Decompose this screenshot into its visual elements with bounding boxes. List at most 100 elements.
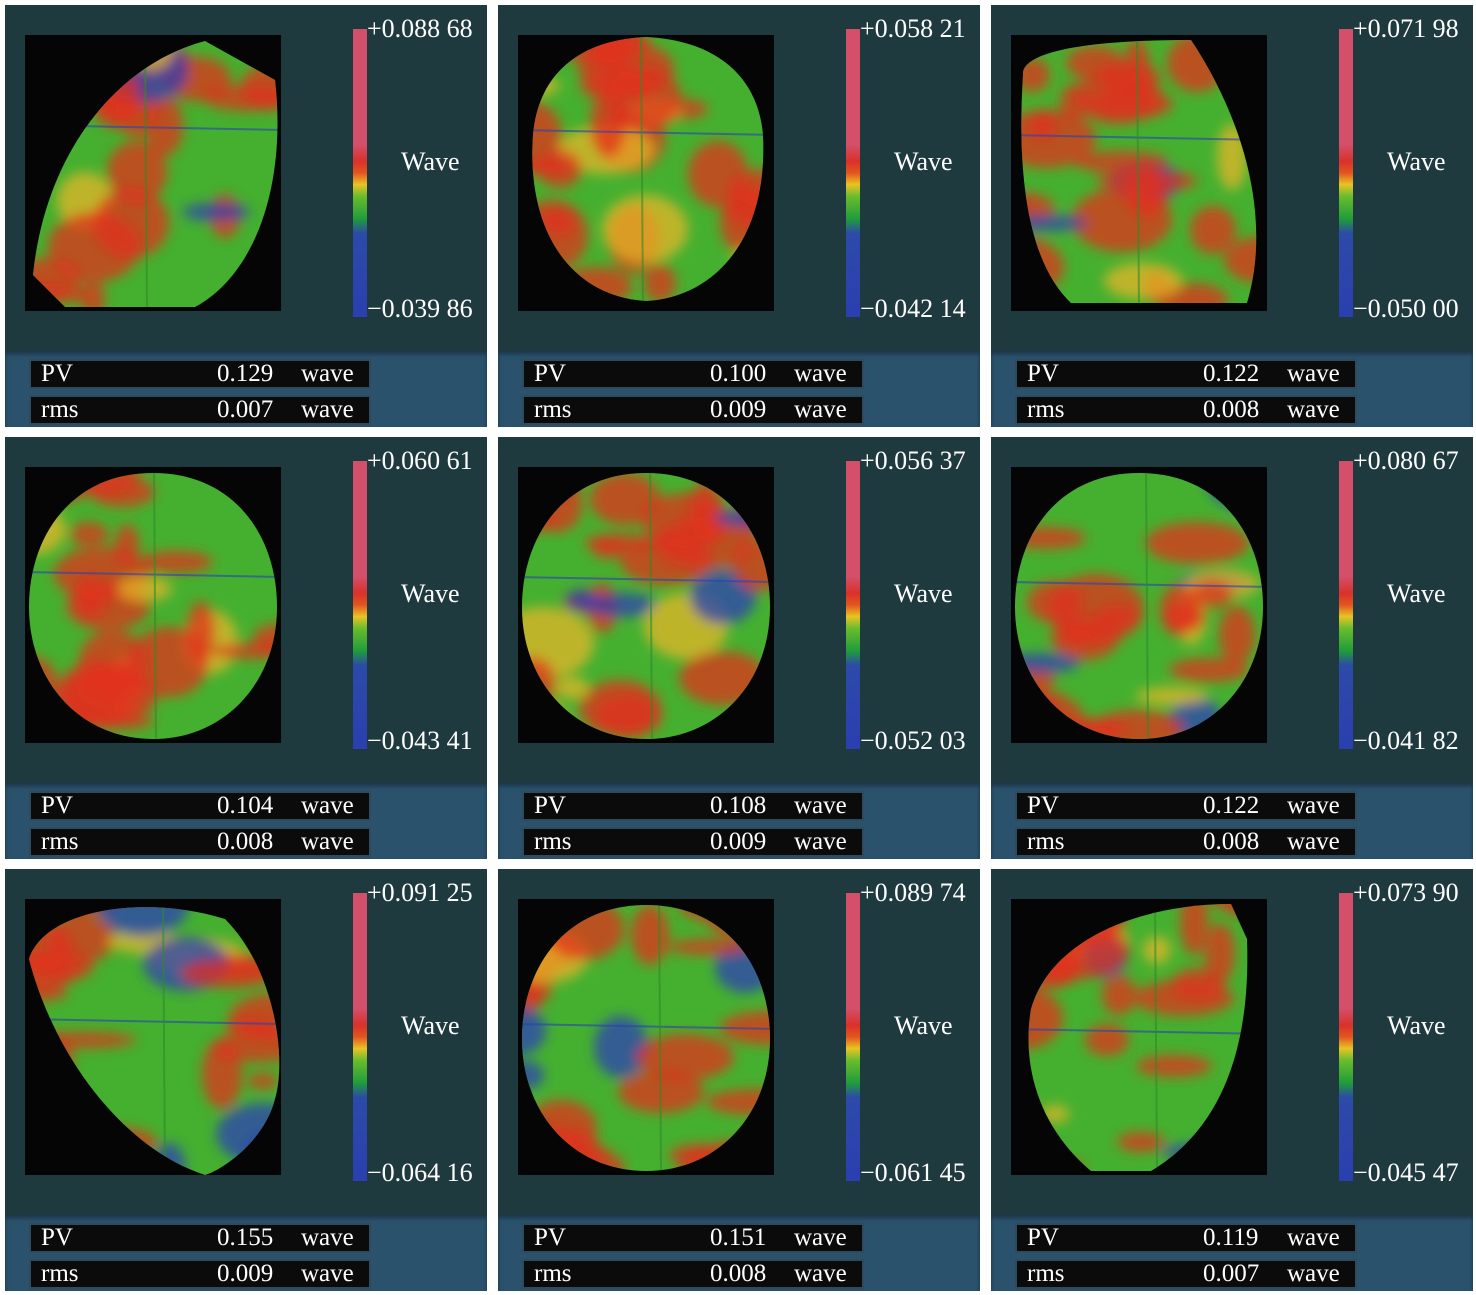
rms-label: rms	[41, 396, 79, 423]
surface-blob	[584, 593, 658, 617]
pv-unit: wave	[301, 792, 354, 819]
pv-unit: wave	[301, 360, 354, 387]
pv-value: 0.104	[217, 792, 274, 819]
surface-blob	[1090, 710, 1184, 739]
surface-blob	[1117, 1132, 1165, 1152]
surface-blob	[30, 951, 94, 981]
colorbar-unit-label: Wave	[401, 1011, 460, 1040]
surface-blob	[607, 65, 681, 131]
surface-blob	[1041, 1105, 1069, 1123]
rms-row: rms 0.007 wave	[1017, 1261, 1355, 1287]
surface-blob	[33, 50, 71, 106]
surface-blob	[1015, 473, 1087, 480]
rms-row: rms 0.009 wave	[524, 397, 862, 423]
colorbar-max-label: +0.080 67	[1353, 446, 1459, 475]
surface-blob	[720, 1011, 770, 1045]
rms-unit: wave	[301, 396, 354, 423]
pv-value: 0.151	[710, 1224, 767, 1251]
colorbar-unit-label: Wave	[894, 579, 953, 608]
surface-blob	[70, 522, 108, 546]
surface-blob	[688, 141, 748, 207]
surface-blob	[1136, 1055, 1212, 1077]
rms-label: rms	[534, 396, 572, 423]
surface-blob	[594, 1016, 648, 1078]
surface-blob	[1072, 188, 1172, 252]
wavefront-panel: +0.060 61 Wave −0.043 41 PV 0.104 wave r…	[5, 437, 487, 859]
surface-blob	[1021, 58, 1050, 92]
surface-blob	[601, 37, 635, 72]
surface-blob	[1033, 904, 1123, 931]
colorbar-max-label: +0.071 98	[1353, 14, 1459, 43]
pv-label: PV	[534, 360, 566, 387]
surface-blob	[590, 90, 626, 158]
pv-unit: wave	[1287, 360, 1340, 387]
colorbar-min-label: −0.043 41	[367, 726, 473, 755]
surface-blob	[532, 200, 588, 270]
surface-blob	[1217, 124, 1247, 190]
surface-blob	[534, 480, 582, 532]
pv-value: 0.155	[217, 1224, 274, 1251]
surface-blob	[107, 141, 167, 203]
surface-blob	[1028, 986, 1063, 1050]
pv-label: PV	[534, 1224, 566, 1251]
rms-value: 0.009	[217, 1260, 274, 1287]
pv-value: 0.122	[1203, 792, 1260, 819]
surface-blob	[668, 939, 750, 955]
pv-row: PV 0.122 wave	[1017, 361, 1355, 387]
surface-blob	[544, 905, 624, 960]
surface-blob	[1028, 110, 1056, 140]
colorbar-max-label: +0.088 68	[367, 14, 473, 43]
wavefront-panel: +0.091 25 Wave −0.064 16 PV 0.155 wave r…	[5, 869, 487, 1291]
surface-blob	[139, 551, 213, 573]
surface-blob	[1224, 237, 1257, 283]
rms-unit: wave	[1287, 1260, 1340, 1287]
surface-map	[25, 467, 281, 743]
rms-value: 0.008	[1203, 828, 1260, 855]
surface-map	[25, 899, 281, 1175]
wavefront-panel: +0.088 68 Wave −0.039 86 PV 0.129 wave r…	[5, 5, 487, 427]
surface-map	[518, 35, 774, 311]
colorbar-unit-label: Wave	[894, 147, 953, 176]
rms-label: rms	[534, 1260, 572, 1287]
wavefront-panel: +0.058 21 Wave −0.042 14 PV 0.100 wave r…	[498, 5, 980, 427]
surface-blob	[1097, 170, 1197, 192]
surface-blob	[522, 920, 557, 938]
surface-blob	[1102, 975, 1136, 1015]
surface-blob	[81, 281, 105, 307]
colorbar-max-label: +0.089 74	[860, 878, 966, 907]
pv-unit: wave	[794, 1224, 847, 1251]
colorbar-unit-label: Wave	[894, 1011, 953, 1040]
surface-blob	[1145, 522, 1249, 564]
pv-label: PV	[1027, 360, 1059, 387]
surface-blob	[522, 1061, 544, 1089]
pv-row: PV 0.155 wave	[31, 1225, 369, 1251]
surface-blob	[226, 1017, 280, 1037]
surface-blob	[1190, 206, 1236, 254]
rms-row: rms 0.007 wave	[31, 397, 369, 423]
surface-blob	[46, 916, 116, 962]
colorbar-min-label: −0.041 82	[1353, 726, 1459, 755]
surface-map	[25, 35, 281, 311]
pv-row: PV 0.108 wave	[524, 793, 862, 819]
surface-blob	[1028, 1159, 1085, 1171]
surface-blob	[97, 907, 189, 937]
pv-unit: wave	[794, 792, 847, 819]
pv-row: PV 0.100 wave	[524, 361, 862, 387]
rms-unit: wave	[1287, 396, 1340, 423]
rms-value: 0.008	[710, 1260, 767, 1287]
colorbar	[353, 893, 367, 1181]
colorbar-unit-label: Wave	[1387, 147, 1446, 176]
colorbar	[1339, 29, 1353, 317]
surface-blob	[252, 701, 277, 727]
pv-row: PV 0.122 wave	[1017, 793, 1355, 819]
surface-blob	[602, 195, 688, 263]
surface-blob	[203, 85, 278, 111]
colorbar-min-label: −0.045 47	[1353, 1158, 1459, 1187]
pv-label: PV	[1027, 1224, 1059, 1251]
surface-blob	[1096, 605, 1140, 629]
colorbar-unit-label: Wave	[401, 579, 460, 608]
colorbar-min-label: −0.050 00	[1353, 294, 1459, 323]
pv-row: PV 0.104 wave	[31, 793, 369, 819]
wavefront-panel: +0.073 90 Wave −0.045 47 PV 0.119 wave r…	[991, 869, 1473, 1291]
surface-blob	[1028, 1099, 1041, 1157]
